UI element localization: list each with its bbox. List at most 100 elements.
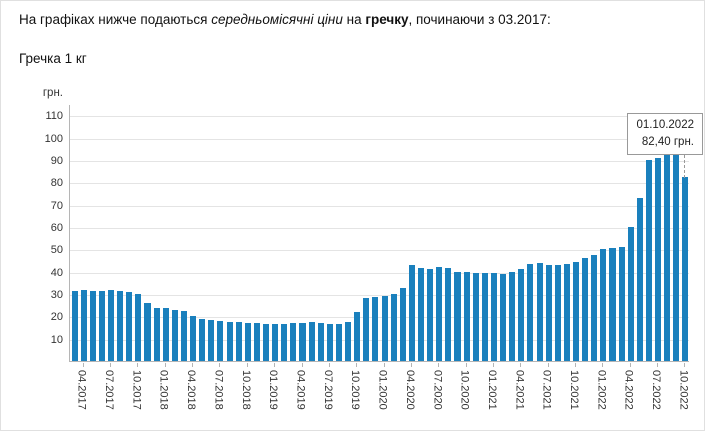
bar-03.2020[interactable] xyxy=(399,288,406,361)
bar-11.2020[interactable] xyxy=(472,272,479,361)
bar-10.2019[interactable] xyxy=(354,311,361,361)
bar-03.2019[interactable] xyxy=(290,323,297,361)
x-tick-mark xyxy=(328,363,330,367)
bar-09.2018[interactable] xyxy=(235,321,242,361)
bar-03.2017[interactable] xyxy=(71,290,78,361)
annotation-date: 01.10.2022 xyxy=(636,119,694,131)
bar-10.2018[interactable] xyxy=(244,323,251,361)
bar-04.2019[interactable] xyxy=(299,323,306,361)
x-tick-mark xyxy=(629,363,631,367)
y-tick-label: 70 xyxy=(50,199,63,212)
x-tick-label: 01.2021 xyxy=(485,370,498,410)
bar-07.2022[interactable] xyxy=(655,157,662,361)
x-tick-mark xyxy=(82,363,84,367)
bar-03.2018[interactable] xyxy=(180,310,187,361)
x-tick-label: 04.2018 xyxy=(185,370,198,410)
bar-02.2021[interactable] xyxy=(500,273,507,361)
bar-07.2019[interactable] xyxy=(326,324,333,361)
bar-01.2021[interactable] xyxy=(490,272,497,361)
bar-10.2022[interactable] xyxy=(682,176,689,361)
bar-02.2020[interactable] xyxy=(390,293,397,361)
bar-07.2021[interactable] xyxy=(545,264,552,361)
gridline xyxy=(70,116,689,118)
bar-04.2022[interactable] xyxy=(627,226,634,361)
bar-06.2022[interactable] xyxy=(645,159,652,361)
bar-11.2021[interactable] xyxy=(582,258,589,361)
annotation-box: 01.10.2022 82,40 грн. xyxy=(627,113,703,156)
bar-07.2020[interactable] xyxy=(436,267,443,361)
bar-08.2018[interactable] xyxy=(226,321,233,361)
bar-12.2021[interactable] xyxy=(591,254,598,361)
bar-02.2022[interactable] xyxy=(609,248,616,361)
x-tick-mark xyxy=(547,363,549,367)
bar-01.2022[interactable] xyxy=(600,249,607,361)
bar-08.2020[interactable] xyxy=(445,268,452,361)
bar-06.2020[interactable] xyxy=(427,269,434,361)
bar-01.2018[interactable] xyxy=(162,308,169,361)
bar-09.2017[interactable] xyxy=(126,291,133,361)
x-tick-mark xyxy=(657,363,659,367)
x-tick-mark xyxy=(219,363,221,367)
bar-11.2019[interactable] xyxy=(363,298,370,361)
gridline xyxy=(70,250,689,252)
x-tick-label: 01.2019 xyxy=(267,370,280,410)
bar-05.2019[interactable] xyxy=(308,321,315,361)
bar-04.2017[interactable] xyxy=(80,289,87,361)
bar-03.2022[interactable] xyxy=(618,247,625,361)
gridline xyxy=(70,138,689,140)
bar-12.2017[interactable] xyxy=(153,308,160,361)
bar-05.2017[interactable] xyxy=(89,290,96,361)
bar-12.2018[interactable] xyxy=(263,324,270,361)
x-tick-mark xyxy=(492,363,494,367)
bar-08.2021[interactable] xyxy=(554,264,561,361)
bar-01.2019[interactable] xyxy=(272,324,279,361)
x-tick-label: 10.2022 xyxy=(677,370,690,410)
bar-05.2018[interactable] xyxy=(199,318,206,361)
x-tick-label: 04.2017 xyxy=(75,370,88,410)
x-tick-label: 07.2018 xyxy=(212,370,225,410)
bar-06.2018[interactable] xyxy=(208,319,215,361)
bar-11.2018[interactable] xyxy=(253,323,260,361)
bar-02.2018[interactable] xyxy=(171,309,178,361)
bar-11.2017[interactable] xyxy=(144,302,151,361)
bar-05.2021[interactable] xyxy=(527,263,534,361)
bar-12.2019[interactable] xyxy=(372,297,379,361)
gridline xyxy=(70,183,689,185)
bar-12.2020[interactable] xyxy=(481,272,488,361)
bar-07.2017[interactable] xyxy=(108,289,115,361)
x-tick-mark xyxy=(602,363,604,367)
x-tick-label: 07.2021 xyxy=(540,370,553,410)
bar-04.2018[interactable] xyxy=(190,316,197,361)
bar-06.2021[interactable] xyxy=(536,262,543,361)
x-tick-mark xyxy=(383,363,385,367)
x-tick-label: 01.2022 xyxy=(595,370,608,410)
bar-05.2020[interactable] xyxy=(418,268,425,361)
x-tick-label: 07.2017 xyxy=(103,370,116,410)
bar-06.2017[interactable] xyxy=(98,290,105,361)
bar-09.2021[interactable] xyxy=(563,263,570,361)
x-tick-mark xyxy=(684,363,686,367)
bar-09.2020[interactable] xyxy=(454,271,461,361)
bar-09.2022[interactable] xyxy=(673,153,680,361)
bar-03.2021[interactable] xyxy=(509,271,516,361)
bar-04.2020[interactable] xyxy=(408,264,415,361)
y-tick-label: 40 xyxy=(50,266,63,279)
bar-10.2020[interactable] xyxy=(463,271,470,361)
bar-08.2022[interactable] xyxy=(664,153,671,361)
x-tick-mark xyxy=(137,363,139,367)
bar-07.2018[interactable] xyxy=(217,320,224,361)
chart: грн. 10 20 30 40 50 60 70 80 90 100 110 04.2017 07.… xyxy=(1,83,704,430)
bar-10.2017[interactable] xyxy=(135,293,142,361)
gridline xyxy=(70,317,689,319)
bar-01.2020[interactable] xyxy=(381,296,388,361)
bar-10.2021[interactable] xyxy=(573,261,580,361)
bar-06.2019[interactable] xyxy=(317,323,324,361)
bar-05.2022[interactable] xyxy=(636,197,643,361)
bar-02.2019[interactable] xyxy=(281,324,288,361)
y-tick-label: 30 xyxy=(50,288,63,301)
bar-09.2019[interactable] xyxy=(345,321,352,361)
bar-08.2019[interactable] xyxy=(335,324,342,361)
bar-04.2021[interactable] xyxy=(518,269,525,361)
bar-08.2017[interactable] xyxy=(117,290,124,361)
x-tick-mark xyxy=(575,363,577,367)
